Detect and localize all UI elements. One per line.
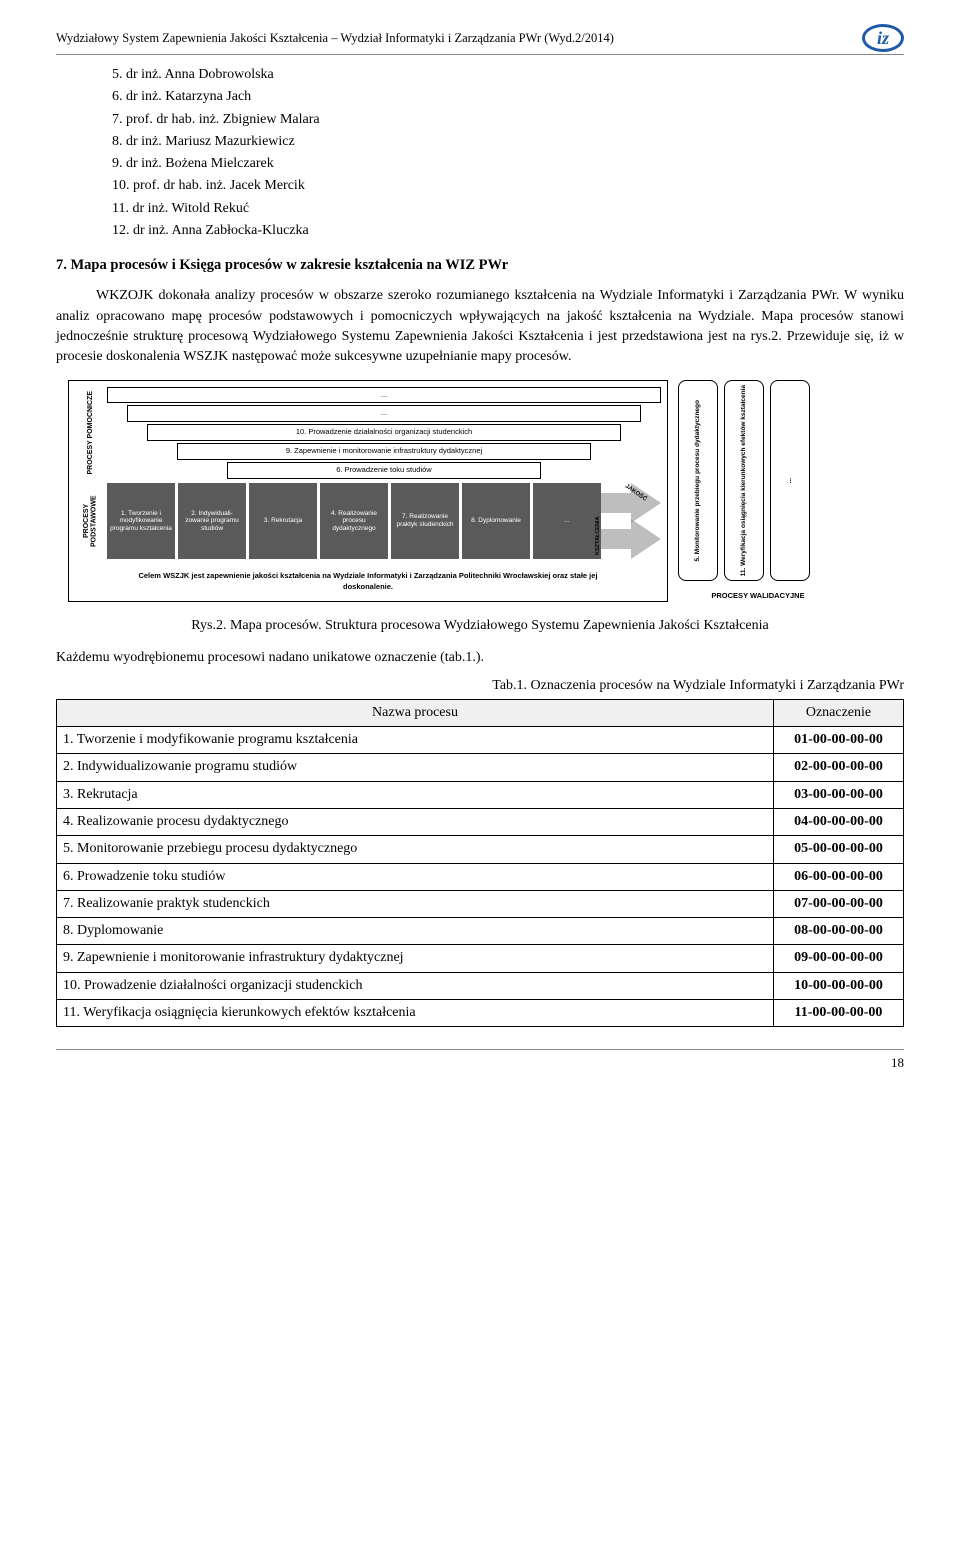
table-row: 6. Prowadzenie toku studiów06-00-00-00-0… bbox=[57, 863, 904, 890]
validation-box: 11. Weryfikacja osiągnięcia kierunkowych… bbox=[724, 380, 764, 581]
section-title: 7. Mapa procesów i Księga procesów w zak… bbox=[56, 255, 904, 276]
cell-name: 10. Prowadzenie działalności organizacji… bbox=[57, 972, 774, 999]
cell-name: 8. Dyplomowanie bbox=[57, 918, 774, 945]
process-table: Nazwa procesu Oznaczenie 1. Tworzenie i … bbox=[56, 699, 904, 1028]
process-box: 1. Tworzenie i modyfikowanie programu ks… bbox=[107, 483, 175, 559]
arrow-container: JAKOŚĆ KSZTAŁCENIA bbox=[601, 483, 661, 559]
list-item: 7. prof. dr hab. inż. Zbigniew Malara bbox=[112, 110, 904, 130]
table-row: 8. Dyplomowanie08-00-00-00-00 bbox=[57, 918, 904, 945]
logo-icon: iz bbox=[862, 24, 904, 52]
list-item: 11. dr inż. Witold Rekuć bbox=[112, 199, 904, 219]
process-box: 4. Realizowanie procesu dydaktycznego bbox=[320, 483, 388, 559]
validation-column: 5. Monitorowanie przebiegu procesu dydak… bbox=[678, 380, 838, 602]
cell-code: 08-00-00-00-00 bbox=[774, 918, 904, 945]
process-box: 3. Rekrutacja bbox=[249, 483, 317, 559]
helper-bars: ... ... 10. Prowadzenie działalności org… bbox=[107, 387, 661, 479]
col-header-code: Oznaczenie bbox=[774, 699, 904, 726]
list-item: 10. prof. dr hab. inż. Jacek Mercik bbox=[112, 176, 904, 196]
diagram-main-frame: PROCESY POMOCNICZE ... ... 10. Prowadzen… bbox=[68, 380, 668, 602]
validation-boxes: 5. Monitorowanie przebiegu procesu dydak… bbox=[678, 380, 838, 581]
helper-bar: 9. Zapewnienie i monitorowanie infrastru… bbox=[177, 443, 591, 460]
cell-name: 11. Weryfikacja osiągnięcia kierunkowych… bbox=[57, 999, 774, 1026]
table-row: 2. Indywidualizowanie programu studiów02… bbox=[57, 754, 904, 781]
table-row: 5. Monitorowanie przebiegu procesu dydak… bbox=[57, 836, 904, 863]
cell-code: 01-00-00-00-00 bbox=[774, 727, 904, 754]
helper-bar: ... bbox=[127, 405, 641, 422]
cell-code: 05-00-00-00-00 bbox=[774, 836, 904, 863]
page-header: Wydziałowy System Zapewnienia Jakości Ks… bbox=[56, 24, 904, 55]
cell-code: 02-00-00-00-00 bbox=[774, 754, 904, 781]
process-map-diagram: PROCESY POMOCNICZE ... ... 10. Prowadzen… bbox=[68, 380, 892, 602]
cell-name: 3. Rekrutacja bbox=[57, 781, 774, 808]
goal-text: Celem WSZJK jest zapewnienie jakości ksz… bbox=[75, 571, 661, 593]
figure-caption: Rys.2. Mapa procesów. Struktura procesow… bbox=[96, 616, 864, 636]
table-row: 9. Zapewnienie i monitorowanie infrastru… bbox=[57, 945, 904, 972]
cell-name: 4. Realizowanie procesu dydaktycznego bbox=[57, 808, 774, 835]
table-row: 1. Tworzenie i modyfikowanie programu ks… bbox=[57, 727, 904, 754]
process-box: 2. Indywiduali-zowanie programu studiów bbox=[178, 483, 246, 559]
list-item: 8. dr inż. Mariusz Mazurkiewicz bbox=[112, 132, 904, 152]
validation-label: PROCESY WALIDACYJNE bbox=[678, 591, 838, 602]
cell-code: 03-00-00-00-00 bbox=[774, 781, 904, 808]
people-list: 5. dr inż. Anna Dobrowolska 6. dr inż. K… bbox=[112, 65, 904, 241]
header-text: Wydziałowy System Zapewnienia Jakości Ks… bbox=[56, 29, 614, 47]
cell-name: 6. Prowadzenie toku studiów bbox=[57, 863, 774, 890]
basic-processes-row: PROCESY PODSTAWOWE 1. Tworzenie i modyfi… bbox=[75, 483, 661, 559]
pre-table-text: Każdemu wyodrębionemu procesowi nadano u… bbox=[56, 648, 904, 668]
table-row: 4. Realizowanie procesu dydaktycznego04-… bbox=[57, 808, 904, 835]
cell-name: 2. Indywidualizowanie programu studiów bbox=[57, 754, 774, 781]
cell-name: 5. Monitorowanie przebiegu procesu dydak… bbox=[57, 836, 774, 863]
page-footer: 18 bbox=[56, 1049, 904, 1073]
table-caption: Tab.1. Oznaczenia procesów na Wydziale I… bbox=[56, 676, 904, 696]
cell-name: 9. Zapewnienie i monitorowanie infrastru… bbox=[57, 945, 774, 972]
process-box: 8. Dyplomowanie bbox=[462, 483, 530, 559]
helper-bar: 6. Prowadzenie toku studiów bbox=[227, 462, 541, 479]
cell-code: 06-00-00-00-00 bbox=[774, 863, 904, 890]
process-box: ... bbox=[533, 483, 601, 559]
cell-code: 11-00-00-00-00 bbox=[774, 999, 904, 1026]
table-row: 3. Rekrutacja03-00-00-00-00 bbox=[57, 781, 904, 808]
cell-code: 09-00-00-00-00 bbox=[774, 945, 904, 972]
helper-bar: 10. Prowadzenie działalności organizacji… bbox=[147, 424, 621, 441]
cell-name: 7. Realizowanie praktyk studenckich bbox=[57, 890, 774, 917]
list-item: 12. dr inż. Anna Zabłocka-Kluczka bbox=[112, 221, 904, 241]
table-row: 7. Realizowanie praktyk studenckich07-00… bbox=[57, 890, 904, 917]
cell-name: 1. Tworzenie i modyfikowanie programu ks… bbox=[57, 727, 774, 754]
arrow-label-bottom: KSZTAŁCENIA bbox=[595, 517, 603, 555]
process-box: 7. Realizowanie praktyk studenckich bbox=[391, 483, 459, 559]
helper-processes-row: PROCESY POMOCNICZE ... ... 10. Prowadzen… bbox=[75, 387, 661, 479]
page-number: 18 bbox=[891, 1055, 904, 1070]
paragraph: WKZOJK dokonała analizy procesów w obsza… bbox=[56, 286, 904, 367]
helper-label: PROCESY POMOCNICZE bbox=[75, 387, 107, 479]
validation-box: 5. Monitorowanie przebiegu procesu dydak… bbox=[678, 380, 718, 581]
table-row: 10. Prowadzenie działalności organizacji… bbox=[57, 972, 904, 999]
validation-box: ... bbox=[770, 380, 810, 581]
list-item: 5. dr inż. Anna Dobrowolska bbox=[112, 65, 904, 85]
helper-bar: ... bbox=[107, 387, 661, 404]
list-item: 9. dr inż. Bożena Mielczarek bbox=[112, 154, 904, 174]
cell-code: 10-00-00-00-00 bbox=[774, 972, 904, 999]
cell-code: 04-00-00-00-00 bbox=[774, 808, 904, 835]
cell-code: 07-00-00-00-00 bbox=[774, 890, 904, 917]
col-header-name: Nazwa procesu bbox=[57, 699, 774, 726]
basic-boxes: 1. Tworzenie i modyfikowanie programu ks… bbox=[107, 483, 601, 559]
table-row: 11. Weryfikacja osiągnięcia kierunkowych… bbox=[57, 999, 904, 1026]
table-header-row: Nazwa procesu Oznaczenie bbox=[57, 699, 904, 726]
list-item: 6. dr inż. Katarzyna Jach bbox=[112, 87, 904, 107]
basic-label: PROCESY PODSTAWOWE bbox=[75, 483, 107, 559]
